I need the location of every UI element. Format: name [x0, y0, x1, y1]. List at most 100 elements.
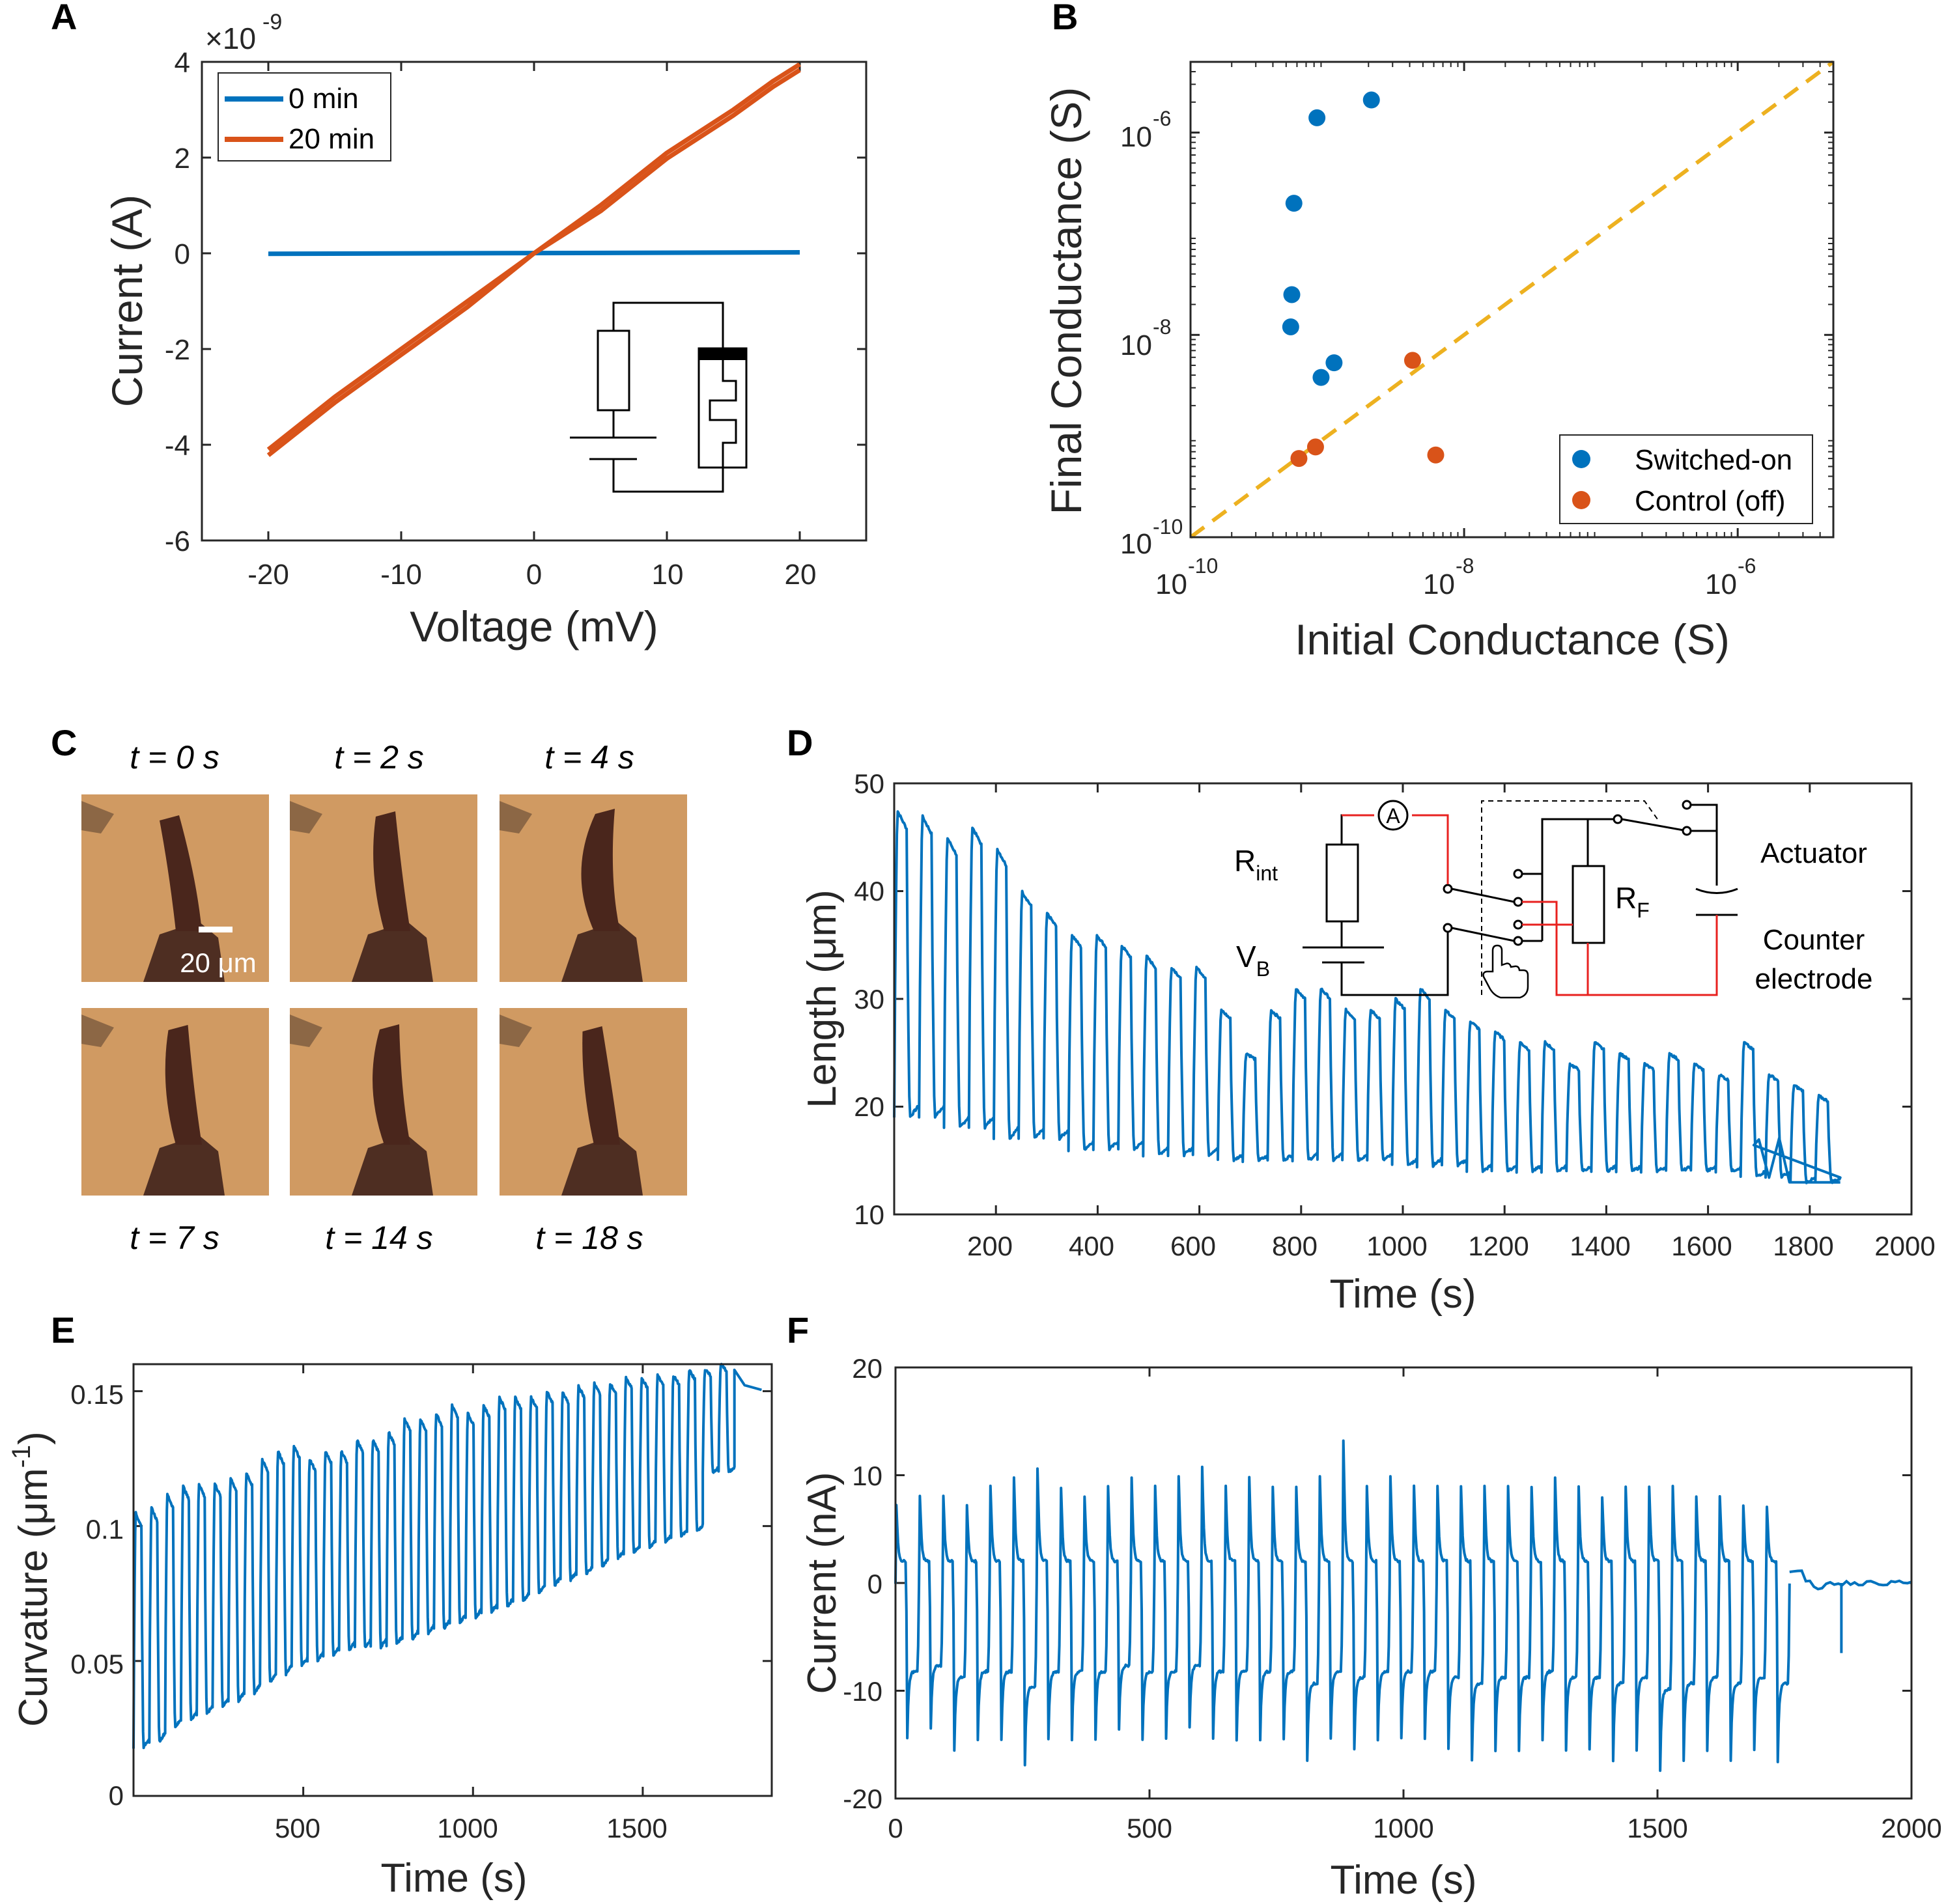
- electrode-base: [143, 921, 225, 982]
- panel-b-xlabel: Initial Conductance (S): [1295, 615, 1730, 664]
- panel-d-ytick: 10: [854, 1199, 884, 1230]
- panel-a-xtick: 10: [652, 559, 684, 591]
- panel-e-plot-area: [132, 1362, 772, 1797]
- panel-b-ytick-exp: -10: [1153, 515, 1183, 539]
- panel-c-time-labels: t = 0 s t = 2 s t = 4 s t = 7 s t = 14 s…: [130, 739, 643, 1256]
- panel-b-xtick: 10-10: [1155, 554, 1218, 600]
- panel-f-xtick: 1500: [1627, 1813, 1687, 1843]
- panel-c-letter: C: [51, 722, 77, 763]
- r-f-symbol: R: [1615, 881, 1637, 915]
- panel-f-plot-area: [894, 1366, 1913, 1800]
- panel-d-xtick: 800: [1272, 1231, 1318, 1261]
- panel-a-yticks: 4 2 0 -2 -4 -6: [165, 47, 190, 557]
- panel-e-xtick: 1500: [606, 1813, 667, 1843]
- actuator-strip: [373, 1024, 410, 1145]
- panel-d-yticks: 50 40 30 20 10: [854, 768, 884, 1230]
- r-int-label: Rint: [1234, 844, 1278, 885]
- panel-f-xtick: 1000: [1373, 1813, 1433, 1843]
- panel-b-ylabel: Final Conductance (S): [1042, 87, 1090, 515]
- panel-e-ytick: 0: [109, 1780, 124, 1811]
- scale-bar-label: 20 μm: [180, 947, 257, 978]
- panel-e-ytick: 0.15: [70, 1379, 124, 1410]
- panel-d-xtick: 1200: [1468, 1231, 1529, 1261]
- panel-d: D 200 400 600 800 1000 1200 1400 1600 18…: [787, 722, 1936, 1317]
- panel-b-xtick-exp: -8: [1456, 554, 1474, 578]
- panel-d-xtick: 600: [1170, 1231, 1216, 1261]
- control-point: [1427, 446, 1445, 464]
- frame-time-label: t = 2 s: [334, 739, 424, 776]
- panel-e-ylabel: Curvature (μm-1): [7, 1431, 56, 1727]
- panel-b-xtick: 10-8: [1423, 554, 1474, 600]
- frame-time-label: t = 18 s: [535, 1220, 643, 1256]
- panel-e-ytick: 0.1: [86, 1514, 124, 1545]
- panel-a-xtick: -20: [247, 559, 289, 591]
- switched-on-point: [1325, 354, 1343, 372]
- panel-d-ytick: 50: [854, 768, 884, 799]
- panel-d-xtick: 1000: [1366, 1231, 1427, 1261]
- panel-e-ylabel-exp: -1: [7, 1445, 36, 1468]
- panel-e-xtick: 500: [275, 1813, 320, 1843]
- panel-b-ytick: 10-10: [1120, 515, 1183, 560]
- panel-f-xtick: 500: [1127, 1813, 1172, 1843]
- needle-tip: [81, 1015, 114, 1047]
- needle-tip: [290, 801, 322, 833]
- panel-a-ylabel: Current (A): [103, 195, 151, 407]
- panel-e-axes-box: [132, 1363, 773, 1797]
- panel-b-xtick: 10-6: [1705, 554, 1756, 600]
- panel-b-letter: B: [1052, 0, 1078, 37]
- actuator-strip: [581, 809, 620, 931]
- panel-e-xtick: 1000: [437, 1813, 498, 1843]
- panel-f-ytick: 20: [852, 1353, 882, 1384]
- actuator-strip: [165, 1025, 202, 1145]
- panel-d-xtick: 1800: [1773, 1231, 1833, 1261]
- panel-f-ytick: -20: [843, 1784, 882, 1814]
- panel-f-yticks: 20 10 0 -10 -20: [843, 1353, 882, 1814]
- panel-b-ytick: 10-8: [1120, 315, 1171, 361]
- panel-e-ylabel-main: Curvature (μm: [11, 1468, 56, 1726]
- panel-d-axes-box: [893, 782, 1913, 1216]
- panel-d-xlabel: Time (s): [1330, 1272, 1476, 1317]
- panel-a-letter: A: [51, 0, 77, 37]
- panel-b-ytick-base: 10: [1120, 329, 1152, 361]
- ammeter-symbol: [1377, 800, 1409, 831]
- panel-e-yticks: 0.15 0.1 0.05 0: [70, 1379, 124, 1811]
- panel-a-series-20min: [266, 62, 801, 452]
- panel-a-ytick: -2: [165, 334, 190, 366]
- needle-tip: [500, 801, 532, 833]
- panel-a-xtick: 20: [785, 559, 817, 591]
- panel-f-axes-box: [894, 1366, 1913, 1800]
- panel-a-legend-box: [218, 72, 391, 161]
- panel-d-xtick: 400: [1069, 1231, 1114, 1261]
- panel-f-letter: F: [787, 1309, 809, 1351]
- switched-on-point: [1285, 195, 1303, 212]
- panel-d-ylabel: Length (μm): [800, 889, 845, 1108]
- panel-c-frames: [81, 794, 687, 1196]
- counter-electrode-label-2: electrode: [1755, 963, 1872, 995]
- panel-d-xtick: 200: [967, 1231, 1013, 1261]
- panel-b-xtick-exp: -6: [1738, 554, 1756, 578]
- panel-b-legend-label-control: Control (off): [1635, 485, 1786, 517]
- panel-f-ylabel: Current (nA): [800, 1472, 845, 1694]
- panel-b-xtick-base: 10: [1705, 568, 1737, 600]
- panel-b: B 10-10 10-8 10-6 10-10 10-8 10-6 Initia…: [1042, 0, 1835, 664]
- panel-c: C t = 0 s t = 2 s t = 4 s t = 7 s t = 14…: [51, 722, 687, 1256]
- panel-f-xtick: 2000: [1881, 1813, 1941, 1843]
- panel-d-xtick: 2000: [1874, 1231, 1935, 1261]
- needle-tip: [290, 1015, 322, 1047]
- panel-a-xtick: -10: [380, 559, 422, 591]
- panel-a-legend-label-20min: 20 min: [289, 123, 374, 155]
- panel-b-yticks: 10-10 10-8 10-6: [1120, 107, 1183, 560]
- control-point: [1403, 352, 1421, 369]
- panel-d-ytick: 20: [854, 1091, 884, 1122]
- panel-a-exponent-base: ×10: [205, 21, 256, 55]
- panel-e-ylabel-close: ): [11, 1431, 56, 1445]
- panel-a-exponent: ×10 -9: [205, 10, 282, 55]
- panel-d-ytick: 30: [854, 984, 884, 1015]
- panel-a: A ×10 -9 -20 -10 0 10 20 4 2 0 -2 -4 -6 …: [51, 0, 867, 651]
- panel-d-plot-area: [893, 782, 1913, 1216]
- panel-f-ytick: 0: [867, 1569, 882, 1599]
- panel-b-legend-label-switched: Switched-on: [1635, 444, 1792, 476]
- electrode-base: [561, 1135, 643, 1196]
- panel-a-xtick: 0: [526, 559, 542, 591]
